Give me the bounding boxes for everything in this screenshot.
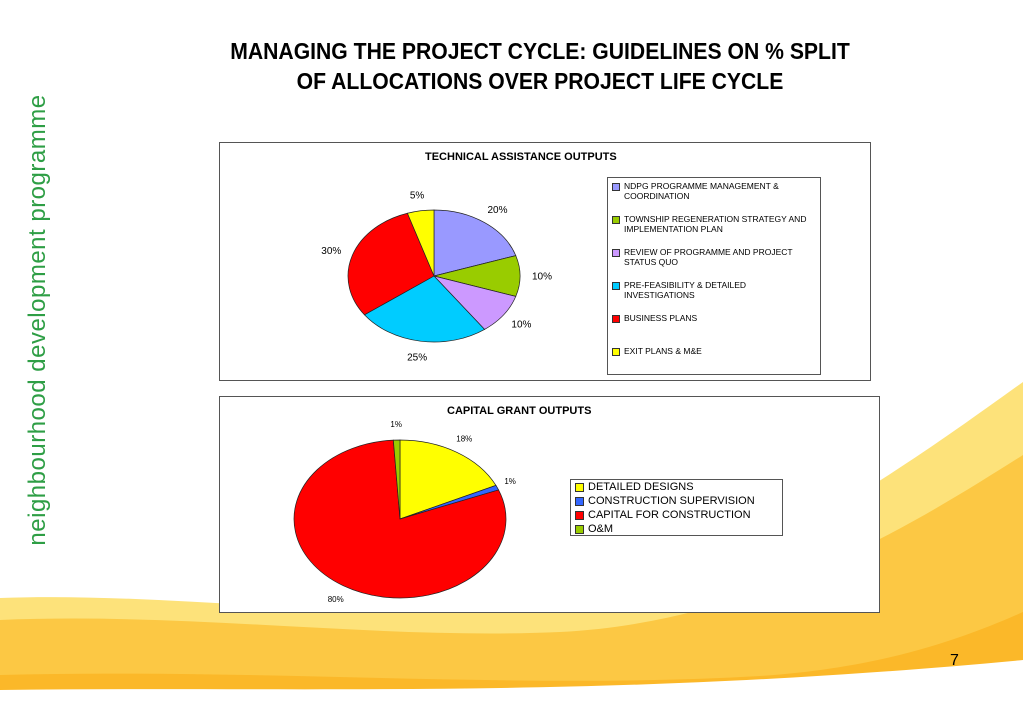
legend-item: CONSTRUCTION SUPERVISION xyxy=(575,494,780,508)
chart-title-technical-assistance: TECHNICAL ASSISTANCE OUTPUTS xyxy=(425,151,617,163)
pie-data-label: 18% xyxy=(456,435,472,444)
legend-item: O&M xyxy=(575,522,780,536)
technical-assistance-pie: 20% 10% 10% 25% 30% 5% xyxy=(321,191,552,364)
legend-swatch xyxy=(612,249,620,257)
legend-item: TOWNSHIP REGENERATION STRATEGY AND IMPLE… xyxy=(612,214,818,234)
slide-title: MANAGING THE PROJECT CYCLE: GUIDELINES O… xyxy=(181,36,899,96)
capital-grant-pie: 18% 1% 80% 1% xyxy=(293,420,516,604)
legend-swatch xyxy=(575,511,584,520)
pie-data-label: 10% xyxy=(511,320,531,331)
legend-item: EXIT PLANS & M&E xyxy=(612,346,818,356)
chart-title-capital-grant: CAPITAL GRANT OUTPUTS xyxy=(447,405,592,417)
slide-title-line-1: MANAGING THE PROJECT CYCLE: GUIDELINES O… xyxy=(230,38,850,64)
legend-item: NDPG PROGRAMME MANAGEMENT & COORDINATION xyxy=(612,181,818,201)
legend-swatch xyxy=(612,216,620,224)
pie-data-label: 1% xyxy=(504,477,516,486)
pie-slice xyxy=(406,209,435,277)
capital-grant-legend: DETAILED DESIGNS CONSTRUCTION SUPERVISIO… xyxy=(570,479,783,536)
legend-swatch xyxy=(612,183,620,191)
legend-label: TOWNSHIP REGENERATION STRATEGY AND IMPLE… xyxy=(624,214,807,234)
legend-item: DETAILED DESIGNS xyxy=(575,480,780,494)
pie-data-label: 25% xyxy=(407,353,427,364)
legend-item: CAPITAL FOR CONSTRUCTION xyxy=(575,508,780,522)
legend-label: BUSINESS PLANS xyxy=(624,313,698,323)
pie-data-label: 80% xyxy=(328,595,344,604)
pie-slice xyxy=(392,439,401,520)
legend-swatch xyxy=(575,497,584,506)
pie-slice xyxy=(363,275,486,343)
legend-swatch xyxy=(612,315,620,323)
pie-data-label: 30% xyxy=(321,246,341,257)
legend-swatch xyxy=(575,483,584,492)
pie-slice xyxy=(347,212,435,316)
pie-slice xyxy=(399,439,497,520)
pie-data-label: 5% xyxy=(410,191,425,202)
pie-slice xyxy=(293,439,507,599)
slide-title-line-2: OF ALLOCATIONS OVER PROJECT LIFE CYCLE xyxy=(296,68,784,94)
pie-data-label: 1% xyxy=(390,420,402,429)
legend-item: BUSINESS PLANS xyxy=(612,313,818,323)
legend-swatch xyxy=(612,282,620,290)
legend-label: REVIEW OF PROGRAMME AND PROJECT STATUS Q… xyxy=(624,247,793,267)
legend-label: O&M xyxy=(588,523,614,535)
legend-swatch xyxy=(612,348,620,356)
legend-label: CAPITAL FOR CONSTRUCTION xyxy=(588,509,751,521)
technical-assistance-legend: NDPG PROGRAMME MANAGEMENT & COORDINATION… xyxy=(607,177,821,375)
legend-label: CONSTRUCTION SUPERVISION xyxy=(588,495,755,507)
legend-swatch xyxy=(575,525,584,534)
legend-label: NDPG PROGRAMME MANAGEMENT & COORDINATION xyxy=(624,181,779,201)
pie-data-label: 20% xyxy=(487,205,507,216)
pie-data-label: 10% xyxy=(532,272,552,283)
pie-slice xyxy=(433,209,517,277)
technical-assistance-chart-panel: TECHNICAL ASSISTANCE OUTPUTS 20% 10% 10% 25… xyxy=(219,142,871,381)
page-number: 7 xyxy=(950,652,959,669)
legend-item: PRE-FEASIBILITY & DETAILED INVESTIGATION… xyxy=(612,280,818,300)
legend-label: EXIT PLANS & M&E xyxy=(624,346,702,356)
side-program-label: neighbourhood development programme xyxy=(24,94,51,546)
legend-label: PRE-FEASIBILITY & DETAILED INVESTIGATION… xyxy=(624,280,747,300)
legend-label: DETAILED DESIGNS xyxy=(588,481,694,493)
capital-grant-chart-panel: CAPITAL GRANT OUTPUTS 18% 1% 80% 1% DETAILE… xyxy=(219,396,880,613)
legend-item: REVIEW OF PROGRAMME AND PROJECT STATUS Q… xyxy=(612,247,818,267)
